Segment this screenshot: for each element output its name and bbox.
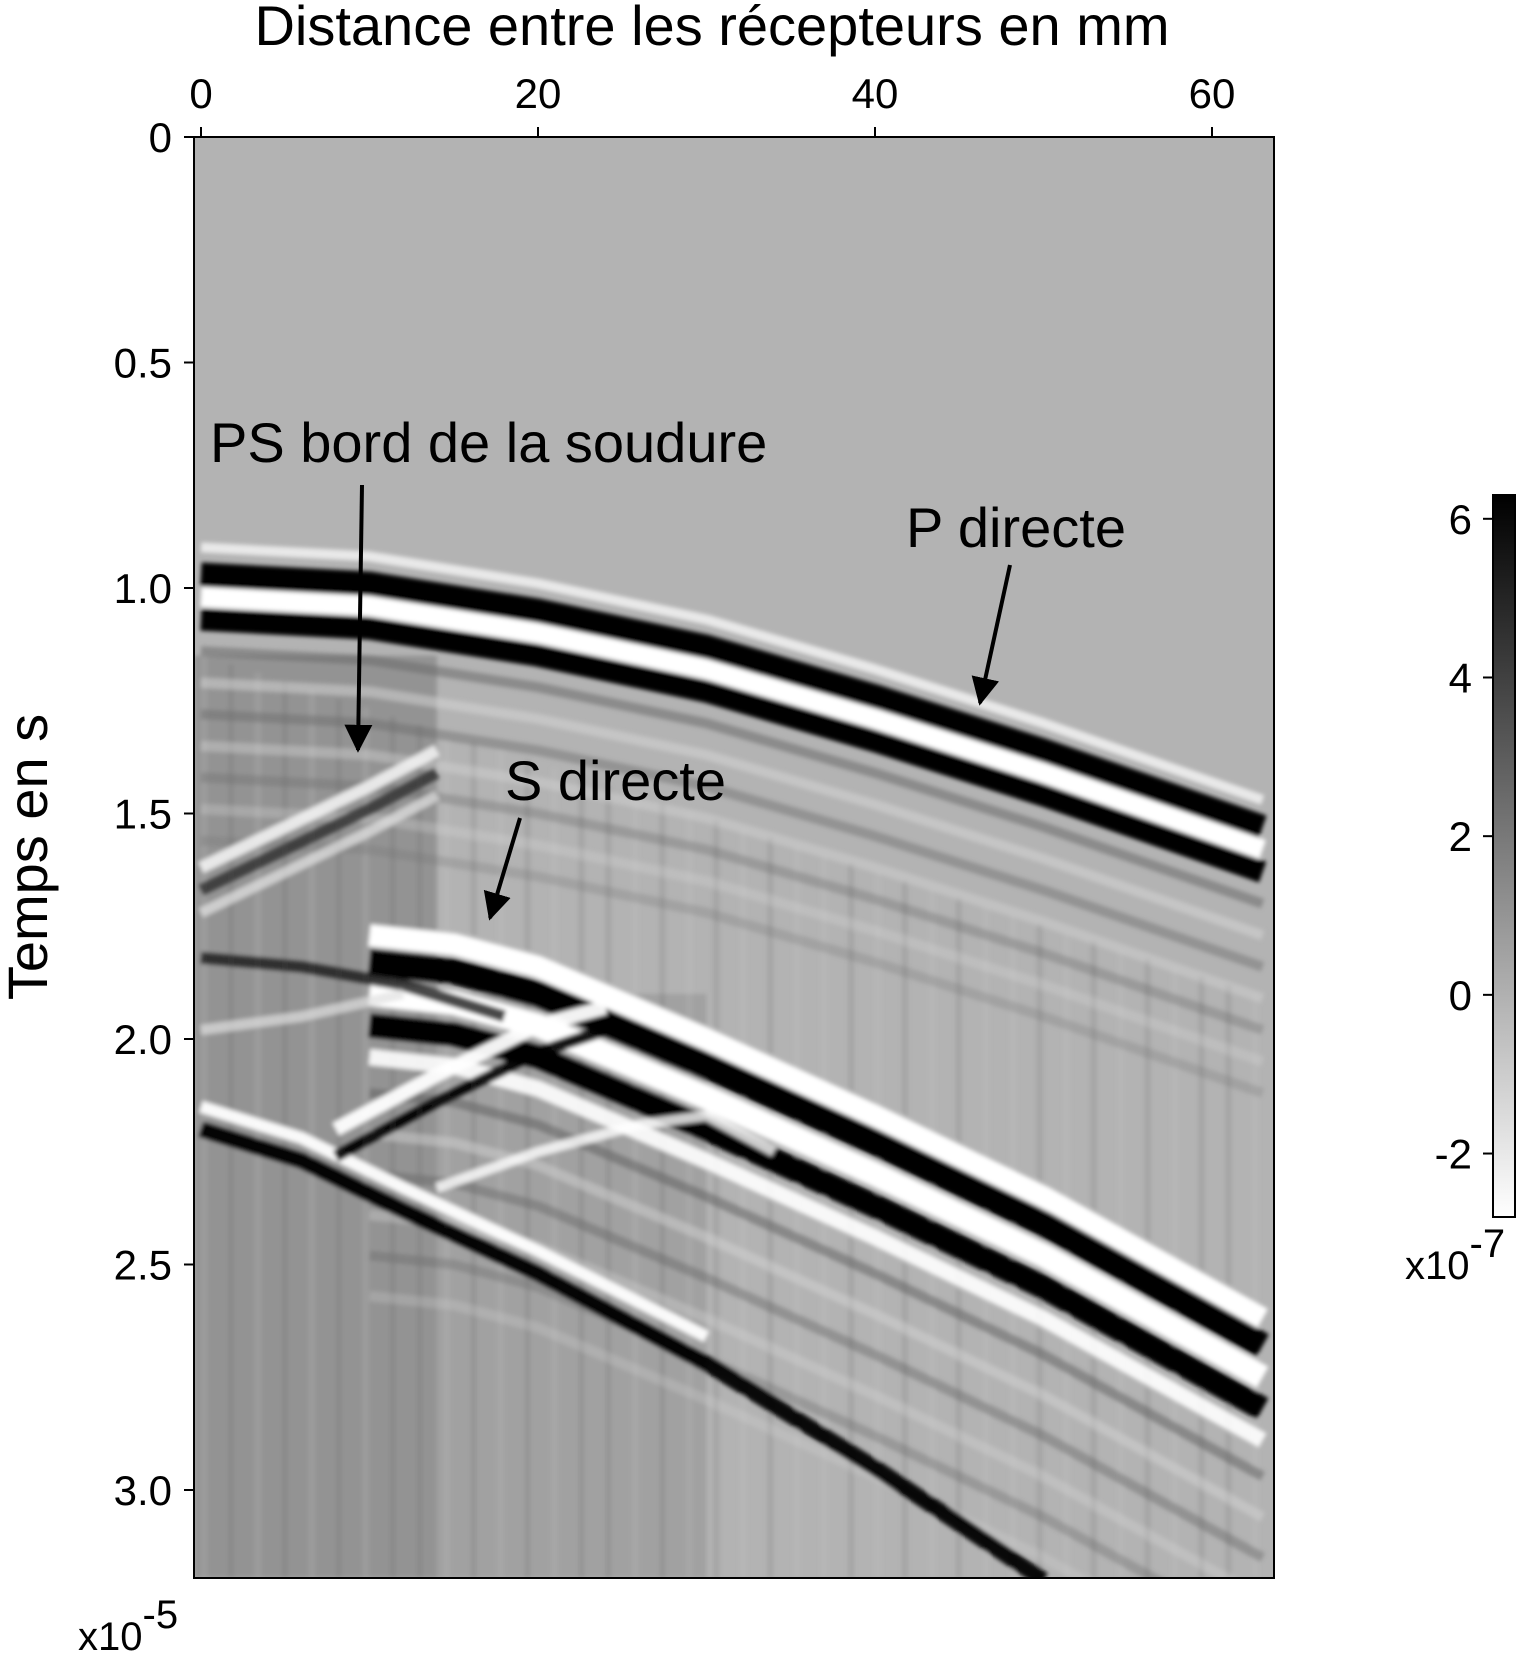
x-tick-label: 0: [189, 70, 212, 117]
annotation-ps-label: PS bord de la soudure: [210, 411, 767, 474]
y-tick-label: 0.5: [114, 340, 172, 387]
p-wave-band: [200, 608, 1267, 883]
colorbar-ticks: 6 4 2 0 -2: [1435, 496, 1493, 1178]
p-wave-band: [200, 562, 1267, 839]
trace-stripe: [659, 802, 666, 1578]
ps-wave-band: [198, 767, 440, 896]
x-tick-label: 40: [852, 70, 899, 117]
s-coda-band: [368, 1291, 1091, 1578]
plot-frame: [193, 136, 1275, 1579]
trace-stripe: [470, 742, 477, 1578]
reflection-band: [198, 1121, 1048, 1578]
trace-stripe: [335, 698, 342, 1578]
annotation-s-arrow: [483, 817, 522, 921]
colorbar-tick-label: 6: [1449, 496, 1472, 543]
s-coda-band: [368, 1169, 1266, 1562]
colorbar-multiplier: x10-7: [1405, 1222, 1505, 1288]
reflection-band: [435, 1110, 777, 1193]
colorbar-tick-label: -2: [1435, 1131, 1472, 1178]
s-wave-band: [368, 949, 1269, 1358]
trace-stripe: [875, 872, 881, 1578]
y-tick-label: 1.5: [114, 791, 172, 838]
reflection-band: [200, 951, 507, 1023]
trace-stripe: [605, 785, 612, 1578]
y-tick-label: 2.0: [114, 1016, 172, 1063]
p-coda-band: [200, 709, 1265, 972]
trace-stripe: [389, 716, 396, 1578]
annotation-ps-arrow: [344, 484, 373, 753]
s-coda-band: [368, 1209, 1237, 1578]
x-tick-label: 60: [1189, 70, 1236, 117]
colorbar-multiplier-base: x10: [1405, 1244, 1470, 1288]
s-coda-band: [368, 1128, 1266, 1522]
trace-stripe: [201, 655, 207, 1578]
wavefield-image: [194, 542, 1269, 1578]
annotation-p-label: P directe: [906, 496, 1126, 559]
y-tick-label: 0: [149, 114, 172, 161]
colorbar: 6 4 2 0 -2 x10-7: [1405, 494, 1516, 1288]
y-axis-ticks: 0 0.5 1.0 1.5 2.0 2.5 3.0: [114, 114, 194, 1514]
x-axis-title: Distance entre les récepteurs en mm: [254, 0, 1169, 57]
p-coda-band: [200, 677, 1265, 941]
annotations: PS bord de la soudure P directe S direct…: [210, 411, 1126, 921]
s-coda-band: [368, 1088, 1266, 1481]
trace-stripe: [524, 759, 531, 1578]
trace-stripe: [632, 794, 639, 1578]
trace-stripe: [443, 733, 450, 1578]
p-coda-band: [200, 804, 1265, 1067]
colorbar-multiplier-exponent: -7: [1470, 1222, 1506, 1266]
annotation-s-label: S directe: [505, 749, 726, 812]
trace-stripe: [794, 846, 801, 1578]
colorbar-tick-label: 2: [1449, 813, 1472, 860]
s-wave-band: [368, 1013, 1269, 1420]
plot-area: [193, 136, 1275, 1579]
reflection-band: [332, 1024, 608, 1162]
ps-wave-band: [198, 745, 440, 874]
x-tick-label: 20: [515, 70, 562, 117]
colorbar-tick-label: 0: [1449, 972, 1472, 1019]
s-wave-band: [368, 924, 1268, 1329]
trace-stripe: [767, 837, 774, 1578]
colorbar-tick-label: 4: [1449, 654, 1472, 701]
reflection-band: [199, 1100, 710, 1343]
s-wave-band: [368, 1049, 1267, 1448]
y-multiplier-base: x10: [78, 1615, 143, 1659]
trace-stripe: [308, 690, 315, 1578]
p-coda-band: [200, 646, 1265, 909]
ps-wave-band: [198, 791, 440, 918]
trace-stripe: [1225, 984, 1232, 1578]
y-tick-label: 3.0: [114, 1467, 172, 1514]
colorbar-gradient: [1492, 494, 1516, 1218]
p-coda-band: [200, 740, 1265, 1004]
annotation-p-arrow: [971, 564, 1012, 706]
trace-stripe: [578, 776, 585, 1578]
y-tick-label: 1.0: [114, 565, 172, 612]
reflection-band: [332, 1000, 608, 1136]
reflection-band: [200, 989, 405, 1035]
p-coda-band: [200, 835, 1265, 1098]
trace-stripe: [982, 906, 989, 1578]
y-axis-multiplier: x10-5: [78, 1593, 178, 1659]
y-multiplier-exponent: -5: [143, 1593, 179, 1637]
y-axis-title: Temps en s: [0, 714, 59, 1000]
p-precursor-band: [200, 542, 1265, 805]
p-wave-band: [200, 587, 1266, 860]
trace-stripe: [416, 724, 423, 1578]
y-tick-label: 2.5: [114, 1242, 172, 1289]
x-axis-ticks: 0 20 40 60: [189, 70, 1235, 137]
trace-stripe: [1252, 993, 1259, 1578]
trace-stripe: [740, 828, 747, 1578]
